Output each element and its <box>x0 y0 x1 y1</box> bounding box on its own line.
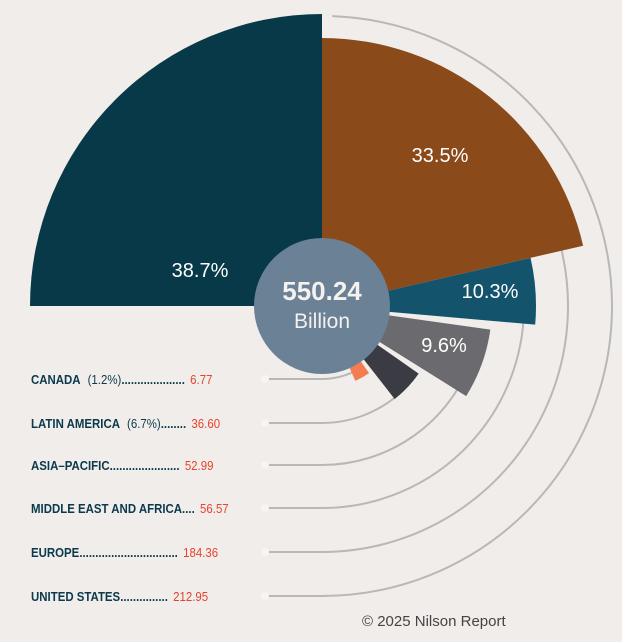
legend-leader: ............... <box>120 588 168 604</box>
slice-percent-label: 38.7% <box>172 260 229 282</box>
legend-name: LATIN AMERICA <box>31 415 120 431</box>
copyright: © 2025 Nilson Report <box>362 613 506 630</box>
connector-dot <box>261 504 269 512</box>
connector-dot <box>261 375 269 383</box>
legend-value: 56.57 <box>200 500 229 516</box>
slice-europe <box>322 38 584 306</box>
slice-percent-label: 33.5% <box>412 145 469 167</box>
connector-dot <box>261 461 269 469</box>
legend-item: LATIN AMERICA (6.7%)........ 36.60 <box>31 413 220 433</box>
total-unit: Billion <box>294 310 350 333</box>
legend-value: 36.60 <box>191 415 221 431</box>
legend-percent: (6.7%) <box>127 415 161 431</box>
connector-dot <box>261 548 269 556</box>
legend-leader: ...................... <box>109 457 180 473</box>
legend-name: EUROPE <box>31 544 80 560</box>
legend-item: UNITED STATES............... 212.95 <box>31 586 208 606</box>
legend-value: 6.77 <box>190 371 213 387</box>
connector-line <box>265 291 525 509</box>
slice-percent-label: 10.3% <box>462 281 519 303</box>
legend-name: UNITED STATES <box>31 588 121 604</box>
legend-item: MIDDLE EAST AND AFRICA .... 56.57 <box>31 498 229 518</box>
connector-line <box>265 15 613 597</box>
legend-name: CANADA <box>31 371 81 387</box>
center-total-circle <box>254 238 390 374</box>
legend-item: ASIA–PACIFIC...................... 52.99 <box>31 455 213 475</box>
legend-name: ASIA–PACIFIC <box>31 457 110 473</box>
connector-line <box>265 385 408 424</box>
slice-percent-label: 9.6% <box>421 335 467 357</box>
legend-leader: .................... <box>121 371 185 387</box>
legend-leader: ............................... <box>79 544 178 560</box>
connector-dot <box>261 592 269 600</box>
legend-percent: (1.2%) <box>87 371 122 387</box>
slice-united-states <box>30 14 322 306</box>
legend-leader: .... <box>182 500 195 516</box>
legend-name: MIDDLE EAST AND AFRICA <box>31 500 183 516</box>
legend-item: EUROPE............................... 184… <box>31 542 218 562</box>
connector-dot <box>261 419 269 427</box>
legend-item: CANADA (1.2%).................... 6.77 <box>31 369 212 389</box>
legend-value: 52.99 <box>184 457 214 473</box>
legend-value: 184.36 <box>183 544 219 560</box>
total-value: 550.24 <box>282 276 362 306</box>
legend-leader: ........ <box>160 415 187 431</box>
legend-value: 212.95 <box>173 588 209 604</box>
